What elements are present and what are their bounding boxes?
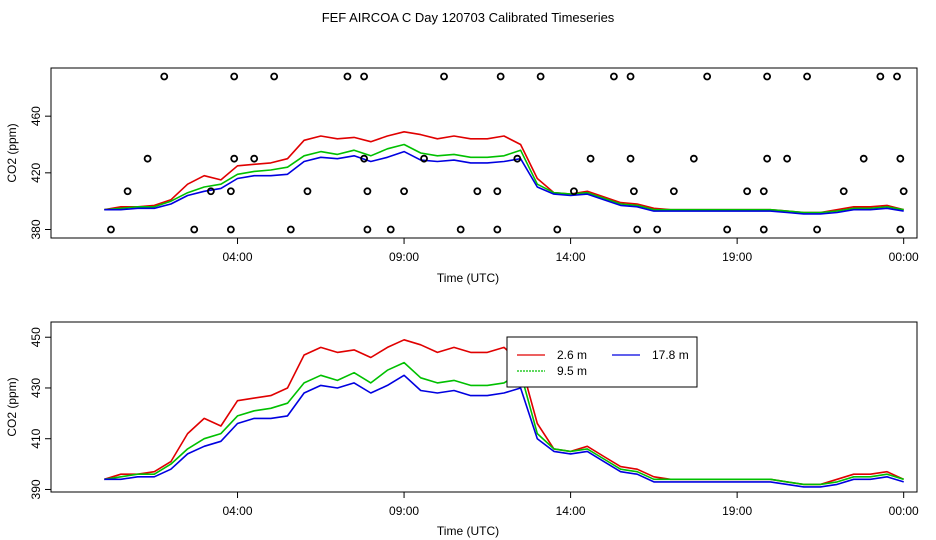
legend-box	[506, 336, 698, 388]
bottom-series-2-6m-line	[104, 338, 905, 486]
top-flag-point	[896, 225, 905, 234]
top-x-axis-label: Time (UTC)	[437, 271, 499, 285]
top-x-tick-label: 09:00	[389, 250, 419, 264]
top-flag-point	[669, 187, 678, 196]
top-flag-point	[896, 154, 905, 163]
top-flag-point	[143, 154, 152, 163]
top-flag-point	[839, 187, 848, 196]
top-flag-point	[743, 187, 752, 196]
top-x-tick-label: 00:00	[889, 250, 919, 264]
figure-title: FEF AIRCOA C Day 120703 Calibrated Times…	[322, 10, 615, 25]
top-flag-point	[226, 187, 235, 196]
top-flag-point	[626, 72, 635, 81]
top-flag-point	[496, 72, 505, 81]
top-flag-point	[586, 154, 595, 163]
top-flag-point	[400, 187, 408, 196]
top-flag-point	[286, 225, 295, 234]
bottom-x-tick-label: 14:00	[556, 504, 586, 518]
top-x-tick-label: 04:00	[223, 250, 253, 264]
top-flag-point	[899, 187, 908, 196]
top-flag-point	[610, 72, 618, 81]
top-flag-point	[493, 187, 502, 196]
top-flag-point	[226, 225, 235, 234]
top-flag-point	[363, 225, 372, 234]
top-flag-point	[893, 72, 901, 81]
top-flag-point	[513, 154, 522, 163]
top-flag-point	[570, 187, 578, 196]
top-y-tick-label: 460	[29, 106, 43, 126]
top-flag-point	[230, 72, 239, 81]
bottom-y-axis-label: CO2 (ppm)	[5, 377, 19, 436]
top-flag-point	[420, 154, 428, 163]
top-flag-point	[689, 154, 698, 163]
bottom-x-axis-label: Time (UTC)	[437, 524, 499, 538]
bottom-x-tick-label: 04:00	[223, 504, 253, 518]
top-flag-point	[553, 225, 562, 234]
top-series-9-5m-line	[104, 143, 904, 214]
top-flag-point	[783, 154, 791, 163]
top-flag-point	[536, 72, 545, 81]
top-y-tick-label: 380	[29, 219, 43, 239]
top-flag-point	[123, 187, 132, 196]
top-y-axis-label: CO2 (ppm)	[5, 123, 19, 182]
bottom-y-tick-label: 450	[29, 327, 43, 347]
bottom-y-tick-label: 430	[29, 378, 43, 398]
legend-label-2-6m: 2.6 m	[557, 348, 587, 362]
top-flag-point	[763, 154, 772, 163]
top-flag-point	[270, 72, 279, 81]
top-flag-point	[763, 72, 772, 81]
bottom-series-9-5m-line	[104, 361, 904, 486]
top-flag-point	[759, 225, 768, 234]
top-flag-point	[723, 225, 732, 234]
top-flag-point	[629, 187, 638, 196]
top-flag-point	[107, 225, 115, 234]
top-flag-point	[876, 72, 885, 81]
top-flag-point	[493, 225, 502, 234]
top-x-tick-label: 19:00	[722, 250, 752, 264]
top-flag-point	[343, 72, 352, 81]
top-flag-point	[303, 187, 312, 196]
top-flag-point	[360, 72, 368, 81]
top-flag-point	[440, 72, 448, 81]
top-flag-point	[859, 154, 868, 163]
legend-label-17-8m: 17.8 m	[652, 348, 689, 362]
bottom-panel: Time (UTC) CO2 (ppm) 2.6 m 9.5 m 17.8 m …	[5, 321, 919, 538]
top-plot-frame	[50, 67, 918, 239]
bottom-y-tick-label: 410	[29, 428, 43, 448]
top-flag-point	[190, 225, 199, 234]
bottom-y-tick-label: 390	[29, 479, 43, 499]
top-flag-point	[206, 187, 215, 196]
top-flag-point	[363, 187, 372, 196]
top-flag-point	[703, 72, 712, 81]
top-flag-point	[653, 225, 662, 234]
bottom-x-tick-label: 00:00	[889, 504, 919, 518]
top-series-2-6m-line	[104, 131, 904, 214]
top-y-tick-label: 420	[29, 163, 43, 183]
top-series-17-8m-line	[104, 150, 904, 215]
top-flag-point	[160, 72, 169, 81]
top-flag-point	[230, 154, 239, 163]
top-flag-point	[456, 225, 465, 234]
top-flag-point	[473, 187, 482, 196]
top-flag-point	[360, 154, 368, 163]
top-flag-point	[633, 225, 642, 234]
bottom-x-tick-label: 09:00	[389, 504, 419, 518]
top-flag-point	[813, 225, 821, 234]
top-flag-point	[386, 225, 395, 234]
top-flag-point	[626, 154, 635, 163]
bottom-plot-frame	[50, 321, 918, 493]
legend: 2.6 m 9.5 m 17.8 m	[506, 336, 698, 388]
top-flag-point	[803, 72, 811, 81]
bottom-x-tick-label: 19:00	[722, 504, 752, 518]
bottom-series-17-8m-line	[104, 374, 904, 488]
top-flag-point	[250, 154, 259, 163]
top-panel: Time (UTC) CO2 (ppm) 04:00 09:00 14:00 19:0…	[5, 67, 919, 285]
top-flag-point	[759, 187, 768, 196]
legend-label-9-5m: 9.5 m	[557, 364, 587, 378]
top-x-tick-label: 14:00	[556, 250, 586, 264]
